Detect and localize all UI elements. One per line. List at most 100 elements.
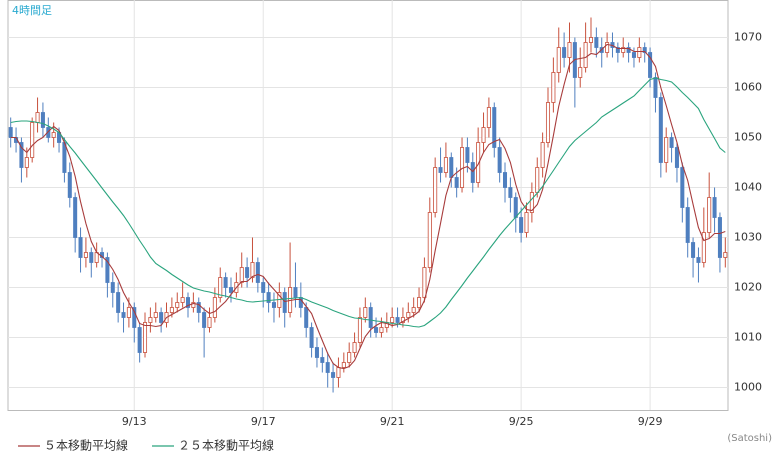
candle-body [293,287,298,298]
candle-body [191,302,196,308]
candle-body [261,282,266,293]
candle-body [674,147,679,168]
candle-body [535,167,540,193]
x-tick-label: 9/21 [380,415,405,428]
candle-body [712,197,717,218]
candle-body [685,207,690,243]
candle-body [347,352,352,363]
candle-body [492,107,497,148]
candle-body [545,102,551,143]
candle-body [422,267,427,298]
candle-body [395,317,400,323]
candle-body [653,77,658,98]
candle-body [481,127,486,143]
candle-body [331,372,336,378]
candle-body [379,327,384,333]
candle-body [427,212,432,268]
candle-body [556,47,561,73]
candle-body [701,232,706,263]
candle-body [723,252,728,258]
candle-body [363,307,368,318]
candle-body [465,147,470,163]
candle-body [250,262,255,278]
candle-body [30,122,35,158]
candle-body [207,317,212,328]
candle-body [19,142,24,168]
candle-body [658,97,663,163]
candle-body [664,137,669,163]
candle-body [110,282,115,293]
candle-body [417,297,422,308]
candle-body [24,157,29,168]
candle-body [368,307,373,328]
candle-body [503,172,508,188]
candle-body [116,292,121,313]
candle-body [121,312,126,318]
x-tick-label: 9/29 [638,415,663,428]
moving-average-line [10,77,726,328]
candle-body [336,367,341,378]
candle-body [717,217,722,258]
candle-body [255,262,260,283]
candle-body [637,47,642,58]
candle-body [374,327,379,333]
candle-body [691,242,696,258]
candle-body [476,142,481,183]
y-tick-label: 1030 [734,231,762,244]
candle-body [454,177,459,188]
candle-body [271,302,276,308]
candle-body [228,287,233,293]
candle-body [519,217,524,233]
candle-body [212,297,217,318]
candle-body [320,357,325,363]
candle-body [223,277,228,288]
candle-body [352,342,357,353]
candle-body [508,187,513,198]
candle-body [35,112,40,123]
y-tick-label: 1060 [734,81,762,94]
candle-body [529,192,534,213]
credit: (Satoshi) [727,433,772,444]
candle-body [78,237,83,258]
candle-body [159,312,164,323]
candle-body [73,197,78,238]
moving-average-line [10,43,726,370]
candle-body [153,312,158,318]
candle-body [304,307,309,328]
timeframe-label: 4時間足 [12,4,52,17]
candle-body [615,47,620,53]
candle-body [126,307,131,318]
candle-body [185,297,191,308]
candle-body [83,252,88,258]
y-tick-label: 1010 [734,331,762,344]
candle-body [309,327,314,348]
candle-body [8,127,13,138]
candle-body [696,257,701,263]
candle-body [551,72,556,103]
candle-body [631,52,636,58]
candle-body [562,47,567,58]
y-tick-label: 1040 [734,181,762,194]
y-tick-label: 1020 [734,281,762,294]
candle-body [642,47,647,53]
candle-body [357,317,362,343]
candle-body [148,317,153,323]
candle-body [143,322,148,353]
x-tick-label: 9/13 [122,415,147,428]
candle-body [707,197,712,233]
candle-body [486,107,491,128]
candle-body [67,172,72,198]
candle-body [175,302,180,308]
candle-body [433,167,438,213]
candle-body [605,42,610,53]
candle-body [266,292,271,303]
candle-body [40,112,45,128]
candle-body [594,37,599,48]
candle-body [583,42,588,68]
y-tick-label: 1070 [734,31,762,44]
candle-body [524,212,529,233]
plot-frame [7,0,729,411]
x-tick-label: 9/17 [251,415,276,428]
candle-body [648,52,653,78]
